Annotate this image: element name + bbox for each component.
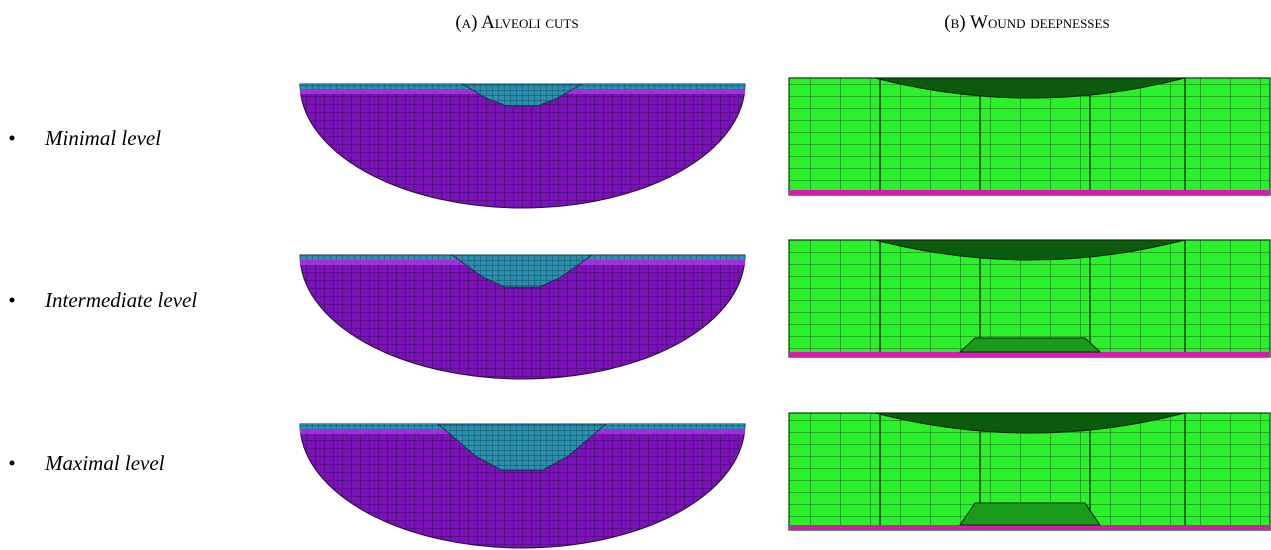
deep-region (960, 503, 1100, 525)
row-label: Maximal level (44, 451, 165, 475)
base-layer (789, 190, 1270, 195)
bullet (10, 461, 15, 466)
base-layer (789, 352, 1270, 357)
column-header: (a) Alveoli cuts (455, 12, 578, 33)
bullet (10, 298, 15, 303)
row-label: Minimal level (44, 126, 161, 150)
deep-region (960, 338, 1100, 352)
bullet (10, 136, 15, 141)
base-layer (789, 525, 1270, 530)
figure: (a) Alveoli cuts (b) Wound deepnesses Mi… (0, 0, 1271, 550)
column-header: (b) Wound deepnesses (944, 12, 1109, 33)
row-label: Intermediate level (44, 288, 197, 312)
